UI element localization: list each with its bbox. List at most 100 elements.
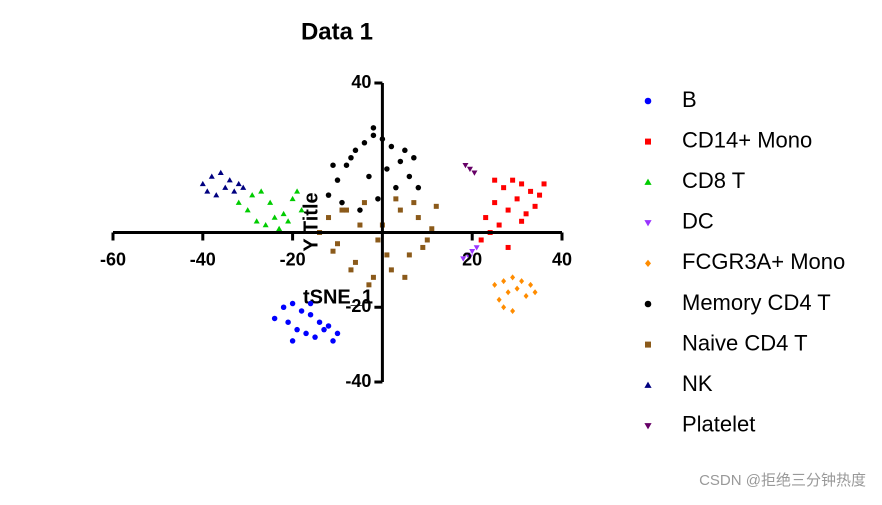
- legend-marker: [644, 381, 652, 388]
- data-point: [366, 282, 372, 288]
- data-point: [492, 281, 498, 288]
- data-point: [501, 278, 507, 285]
- legend-label: CD14+ Mono: [682, 127, 812, 152]
- data-point: [307, 311, 314, 318]
- data-point: [326, 215, 332, 221]
- data-point: [402, 147, 408, 154]
- data-point: [289, 338, 296, 344]
- data-point: [334, 177, 341, 183]
- data-point: [415, 215, 421, 221]
- data-point: [397, 207, 403, 213]
- x-tick-label: -60: [100, 249, 126, 269]
- data-point: [199, 180, 206, 187]
- data-point: [352, 147, 359, 154]
- data-point: [370, 125, 377, 131]
- data-point: [325, 323, 332, 329]
- data-point: [370, 274, 376, 280]
- data-point: [496, 296, 502, 303]
- data-point: [244, 207, 251, 213]
- x-tick-label: 40: [552, 249, 572, 269]
- data-point: [285, 218, 292, 224]
- data-point: [276, 225, 283, 232]
- legend-label: Naive CD4 T: [682, 330, 808, 355]
- data-point: [316, 319, 323, 325]
- data-point: [510, 274, 516, 281]
- data-point: [249, 192, 256, 198]
- x-tick-label: -40: [190, 249, 216, 269]
- data-point: [204, 188, 211, 194]
- data-point: [519, 218, 525, 224]
- data-point: [271, 214, 278, 220]
- legend-label: FCGR3A+ Mono: [682, 249, 845, 274]
- data-point: [501, 185, 507, 191]
- data-point: [492, 200, 498, 206]
- data-point: [402, 274, 408, 280]
- legend-marker: [644, 300, 652, 308]
- legend-label: Memory CD4 T: [682, 290, 831, 315]
- data-point: [397, 158, 404, 165]
- y-tick-label: 40: [351, 72, 371, 92]
- x-axis-label: tSNE_1: [303, 286, 373, 308]
- data-point: [226, 177, 233, 183]
- data-point: [429, 226, 435, 232]
- data-point: [415, 184, 422, 191]
- legend-marker: [645, 341, 651, 348]
- data-point: [469, 248, 476, 255]
- data-point: [267, 199, 274, 205]
- data-point: [384, 252, 390, 258]
- data-point: [424, 237, 430, 243]
- data-point: [294, 326, 300, 333]
- chart-title: Data 1: [301, 18, 373, 45]
- data-point: [510, 307, 516, 314]
- data-point: [393, 196, 399, 202]
- data-point: [289, 300, 296, 307]
- data-point: [375, 237, 381, 243]
- data-point: [528, 188, 534, 194]
- data-point: [298, 207, 305, 213]
- data-point: [393, 184, 399, 191]
- data-point: [330, 162, 336, 168]
- data-point: [532, 203, 538, 209]
- data-point: [366, 173, 372, 180]
- data-point: [312, 334, 318, 340]
- data-point: [325, 192, 332, 198]
- data-point: [514, 196, 520, 202]
- data-point: [505, 207, 511, 213]
- data-point: [420, 244, 426, 250]
- data-point: [478, 237, 484, 243]
- data-point: [510, 177, 516, 183]
- data-point: [343, 162, 350, 168]
- legend-marker: [645, 259, 651, 267]
- data-point: [294, 188, 301, 194]
- data-point: [501, 304, 507, 311]
- y-tick-label: -40: [345, 371, 371, 391]
- data-point: [330, 338, 336, 344]
- data-point: [462, 162, 469, 169]
- data-point: [370, 132, 377, 139]
- y-tick-label: -20: [345, 296, 371, 316]
- data-point: [222, 184, 229, 190]
- data-point: [388, 267, 394, 273]
- data-point: [253, 218, 260, 224]
- data-point: [217, 169, 224, 175]
- data-point: [303, 330, 309, 337]
- data-point: [357, 222, 363, 228]
- data-point: [361, 140, 368, 146]
- x-tick-label: -20: [280, 249, 306, 269]
- legend-label: B: [682, 87, 697, 112]
- data-point: [240, 184, 247, 190]
- data-point: [483, 215, 489, 221]
- legend-label: Platelet: [682, 412, 755, 437]
- data-point: [460, 256, 467, 262]
- data-point: [514, 285, 520, 292]
- data-point: [406, 252, 412, 258]
- legend-marker: [644, 423, 652, 430]
- legend-marker: [644, 97, 652, 105]
- data-point: [280, 304, 287, 310]
- data-point: [523, 293, 529, 300]
- data-point: [262, 222, 269, 228]
- data-point: [473, 245, 480, 251]
- y-axis-label: Y Title: [300, 192, 322, 251]
- data-point: [271, 315, 278, 322]
